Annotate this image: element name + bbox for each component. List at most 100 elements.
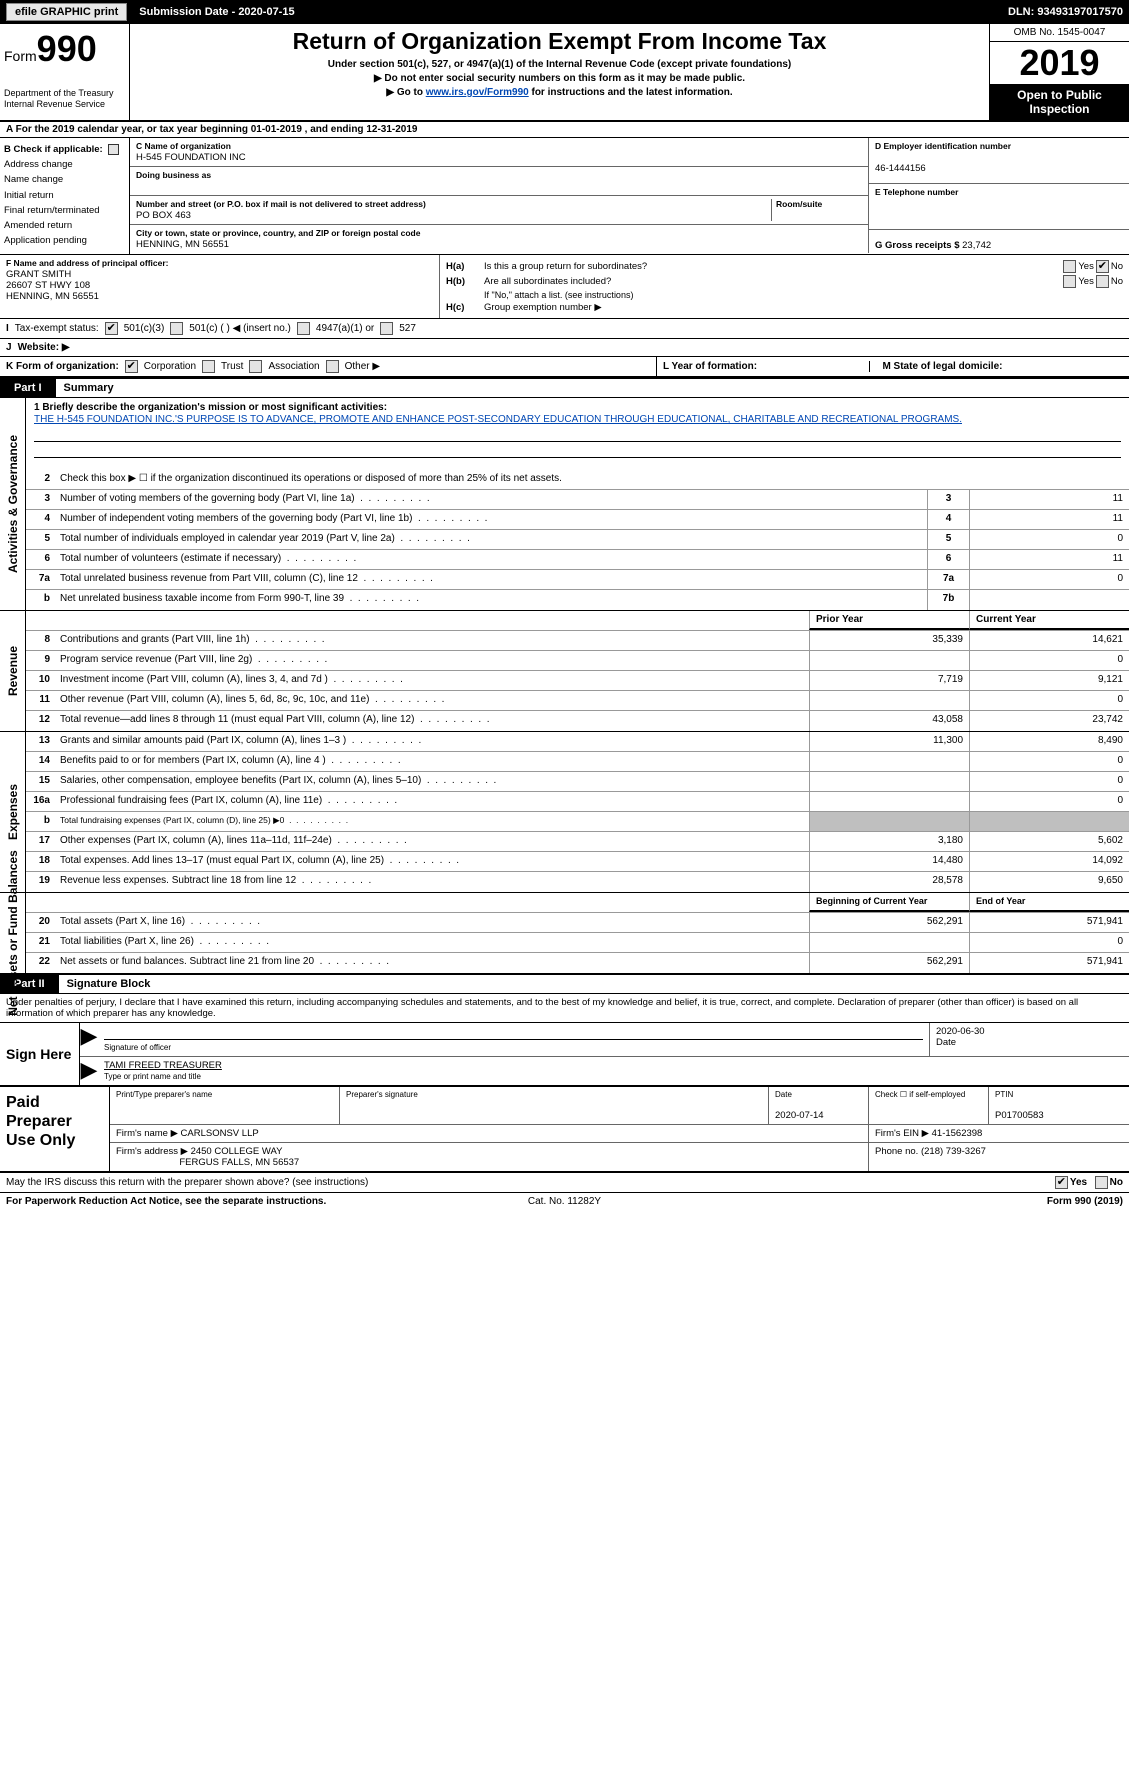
- row-k: K Form of organization: Corporation Trus…: [0, 357, 657, 376]
- ein-label: D Employer identification number: [875, 141, 1011, 151]
- chk-4947[interactable]: [297, 322, 310, 335]
- opt-other: Other ▶: [345, 361, 380, 372]
- line-row: 2Check this box ▶ ☐ if the organization …: [26, 470, 1129, 490]
- ha-yes-checkbox[interactable]: [1063, 260, 1076, 273]
- row-a: A For the 2019 calendar year, or tax yea…: [0, 122, 1129, 138]
- header-left: Form990 Department of the Treasury Inter…: [0, 24, 130, 120]
- net-header-row: Beginning of Current Year End of Year: [26, 893, 1129, 913]
- irs-link[interactable]: www.irs.gov/Form990: [426, 87, 529, 98]
- discuss-row: May the IRS discuss this return with the…: [0, 1173, 1129, 1193]
- open-to-public: Open to Public Inspection: [990, 84, 1129, 120]
- hb-yes-checkbox[interactable]: [1063, 275, 1076, 288]
- col-b-title: B Check if applicable:: [4, 144, 103, 155]
- subtitle-3-post: for instructions and the latest informat…: [529, 87, 733, 98]
- ptin: P01700583: [995, 1110, 1044, 1121]
- row-j: J Website: ▶: [0, 339, 1129, 357]
- firm-phone: (218) 739-3267: [921, 1146, 986, 1157]
- efile-print-button[interactable]: efile GRAPHIC print: [6, 3, 127, 21]
- line-row: 15Salaries, other compensation, employee…: [26, 772, 1129, 792]
- discuss-no: No: [1110, 1177, 1123, 1188]
- signature-intro: Under penalties of perjury, I declare th…: [0, 994, 1129, 1023]
- side-label-net: Net Assets or Fund Balances: [0, 893, 26, 973]
- org-name-label: C Name of organization: [136, 141, 231, 151]
- hc-text: Group exemption number ▶: [484, 302, 1123, 313]
- chk-527[interactable]: [380, 322, 393, 335]
- header-right: OMB No. 1545-0047 2019 Open to Public In…: [989, 24, 1129, 120]
- line-row: 19Revenue less expenses. Subtract line 1…: [26, 872, 1129, 892]
- opt-assoc: Association: [268, 361, 319, 372]
- hb-no-checkbox[interactable]: [1096, 275, 1109, 288]
- col-de: D Employer identification number 46-1444…: [869, 138, 1129, 254]
- line-row: 11Other revenue (Part VIII, column (A), …: [26, 691, 1129, 711]
- line-row: 4Number of independent voting members of…: [26, 510, 1129, 530]
- arrow-icon: ▶: [80, 1057, 98, 1085]
- checkbox-applicable[interactable]: [108, 144, 119, 155]
- opt-corp: Corporation: [144, 361, 196, 372]
- footer-mid: Cat. No. 11282Y: [378, 1196, 750, 1207]
- firm-addr-label: Firm's address ▶: [116, 1146, 188, 1157]
- firm-name: CARLSONSV LLP: [181, 1128, 259, 1139]
- line-row: 21Total liabilities (Part X, line 26)0: [26, 933, 1129, 953]
- current-year-header: Current Year: [969, 611, 1129, 630]
- revenue-header-row: Prior Year Current Year: [26, 611, 1129, 631]
- col-b-item: Amended return: [4, 220, 72, 231]
- sig-officer-label: Signature of officer: [104, 1043, 171, 1052]
- yes-label: Yes: [1078, 261, 1094, 272]
- line-row: 5Total number of individuals employed in…: [26, 530, 1129, 550]
- col-b-item: Name change: [4, 174, 63, 185]
- footer-left: For Paperwork Reduction Act Notice, see …: [6, 1196, 378, 1207]
- form-title: Return of Organization Exempt From Incom…: [140, 28, 979, 55]
- header-mid: Return of Organization Exempt From Incom…: [130, 24, 989, 120]
- line-row: 12Total revenue—add lines 8 through 11 (…: [26, 711, 1129, 731]
- prep-date-label: Date: [775, 1090, 862, 1099]
- ha-no-checkbox[interactable]: [1096, 260, 1109, 273]
- ha-key: H(a): [446, 261, 484, 272]
- line-row: 22Net assets or fund balances. Subtract …: [26, 953, 1129, 973]
- opt-trust: Trust: [221, 361, 243, 372]
- row-i-text: Tax-exempt status:: [15, 323, 99, 334]
- phone-label: Phone no.: [875, 1146, 918, 1157]
- chk-501c3[interactable]: [105, 322, 118, 335]
- part-ii-header: Part II Signature Block: [0, 974, 1129, 994]
- col-f: F Name and address of principal officer:…: [0, 255, 440, 318]
- chk-501c[interactable]: [170, 322, 183, 335]
- line-row: 9Program service revenue (Part VIII, lin…: [26, 651, 1129, 671]
- tax-year: 2019: [990, 42, 1129, 84]
- discuss-yes-checkbox[interactable]: [1055, 1176, 1068, 1189]
- subtitle-2: ▶ Do not enter social security numbers o…: [140, 73, 979, 84]
- line-row: 18Total expenses. Add lines 13–17 (must …: [26, 852, 1129, 872]
- row-k-label: K Form of organization:: [6, 361, 119, 372]
- row-j-text: Website: ▶: [18, 342, 70, 353]
- paid-preparer-block: Paid Preparer Use Only Print/Type prepar…: [0, 1087, 1129, 1173]
- chk-association[interactable]: [249, 360, 262, 373]
- chk-trust[interactable]: [202, 360, 215, 373]
- col-b-item: Final return/terminated: [4, 205, 100, 216]
- line-row: bTotal fundraising expenses (Part IX, co…: [26, 812, 1129, 832]
- firm-ein-label: Firm's EIN ▶: [875, 1128, 929, 1139]
- subtitle-1: Under section 501(c), 527, or 4947(a)(1)…: [140, 59, 979, 70]
- prep-selfemp-label: Check ☐ if self-employed: [875, 1090, 982, 1099]
- tel-label: E Telephone number: [875, 187, 958, 197]
- yes-label: Yes: [1078, 276, 1094, 287]
- prep-date: 2020-07-14: [775, 1110, 824, 1121]
- hc-key: H(c): [446, 302, 484, 313]
- opt-501c3: 501(c)(3): [124, 323, 165, 334]
- state-domicile-label: M State of legal domicile:: [882, 361, 1002, 372]
- chk-corporation[interactable]: [125, 360, 138, 373]
- gross-receipts: 23,742: [962, 240, 991, 251]
- mission-block: 1 Briefly describe the organization's mi…: [26, 398, 1129, 470]
- officer-addr2: HENNING, MN 56551: [6, 291, 99, 302]
- line-row: 17Other expenses (Part IX, column (A), l…: [26, 832, 1129, 852]
- discuss-no-checkbox[interactable]: [1095, 1176, 1108, 1189]
- prep-name-label: Print/Type preparer's name: [116, 1090, 333, 1099]
- chk-other[interactable]: [326, 360, 339, 373]
- opt-4947: 4947(a)(1) or: [316, 323, 374, 334]
- col-b-item: Address change: [4, 159, 73, 170]
- col-b-item: Initial return: [4, 190, 54, 201]
- omb-number: OMB No. 1545-0047: [990, 24, 1129, 42]
- paid-preparer-label: Paid Preparer Use Only: [0, 1087, 110, 1171]
- arrow-icon: ▶: [80, 1023, 98, 1056]
- sig-date-label: Date: [936, 1037, 956, 1048]
- col-c: C Name of organization H-545 FOUNDATION …: [130, 138, 869, 254]
- line-row: 13Grants and similar amounts paid (Part …: [26, 732, 1129, 752]
